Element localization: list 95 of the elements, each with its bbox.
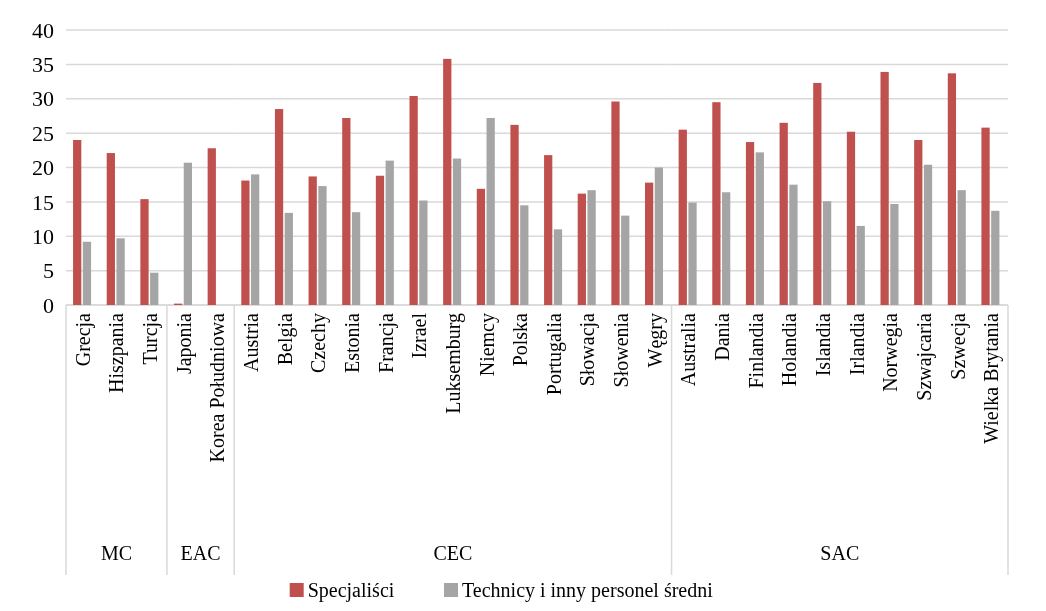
y-tick-label: 40 (32, 17, 54, 43)
y-tick-label: 0 (43, 292, 54, 318)
x-tick-label: Węgry (643, 313, 667, 368)
bar (611, 101, 620, 305)
x-tick-label: Izrael (408, 312, 431, 359)
bar (375, 175, 385, 305)
legend-label: Technicy i inny personel średni (462, 579, 714, 602)
bar (654, 167, 664, 305)
bar (318, 186, 327, 305)
x-tick-label: Polska (509, 312, 532, 367)
x-tick-label: Hiszpania (105, 312, 129, 393)
y-tick-label: 30 (32, 86, 54, 112)
x-tick-label: Islandia (811, 312, 834, 377)
x-tick-label: Luksemburg (441, 313, 465, 414)
x-tick-label: Szwajcaria (912, 312, 936, 401)
bar (688, 202, 697, 305)
x-tick-label: Japonia (172, 312, 196, 375)
x-axis-title: MC (100, 542, 133, 564)
bar (385, 160, 394, 305)
x-axis-title: SAC (820, 542, 860, 564)
bar (587, 190, 596, 305)
x-axis-title: CEC (433, 542, 473, 564)
bar (150, 272, 159, 305)
bar (890, 203, 899, 305)
x-tick-label: Turcja (139, 312, 163, 365)
bar (351, 212, 361, 305)
bar (241, 180, 250, 305)
y-tick-label: 25 (32, 120, 54, 146)
bar (520, 205, 529, 305)
x-tick-label: Dania (711, 312, 734, 361)
bar (678, 129, 687, 305)
bar (140, 199, 149, 305)
bar (846, 131, 856, 305)
y-tick-label: 20 (32, 155, 54, 181)
x-tick-label: Belgia (273, 312, 297, 366)
bar (476, 188, 486, 305)
bar (577, 193, 586, 305)
bar (82, 241, 92, 305)
bar (712, 102, 721, 305)
x-tick-label: Francja (374, 312, 398, 373)
x-tick-label: Szwecja (946, 312, 970, 380)
bar (486, 118, 495, 305)
x-tick-label: Portugalia (542, 312, 566, 396)
bar (947, 73, 957, 305)
bar (957, 190, 966, 305)
x-tick-label: Estonia (340, 312, 363, 373)
x-axis-title: EAC (180, 542, 221, 564)
x-tick-label: Czechy (307, 313, 331, 373)
bar (419, 200, 428, 305)
bar (251, 174, 260, 305)
bar (73, 140, 82, 305)
bar (880, 71, 889, 305)
bar (722, 192, 731, 305)
bar (308, 176, 317, 305)
bar (409, 96, 418, 305)
bar (856, 225, 865, 305)
x-tick-label: Wielka Brytania (980, 312, 1004, 444)
bar (274, 109, 284, 305)
y-tick-label: 5 (43, 258, 54, 284)
bar (544, 155, 553, 305)
x-tick-label: Grecja (71, 312, 95, 367)
y-tick-label: 15 (32, 189, 54, 215)
bar (106, 153, 115, 305)
bar (342, 118, 351, 305)
x-tick-label: Finlandia (744, 312, 767, 389)
legend-label: Specjaliści (307, 579, 395, 602)
bar (510, 124, 519, 305)
bar (284, 212, 293, 305)
x-tick-label: Irlandia (845, 312, 868, 376)
x-tick-label: Austria (240, 312, 263, 372)
bar (745, 142, 755, 305)
bar (452, 158, 462, 305)
bar (923, 164, 933, 305)
bar (644, 182, 654, 305)
bar (822, 201, 832, 305)
bar (789, 184, 798, 305)
x-tick-label: Słowacja (576, 312, 600, 387)
bar (755, 152, 764, 305)
bar (779, 122, 788, 305)
bar (553, 229, 563, 305)
x-tick-label: Australia (677, 312, 700, 387)
bar (981, 127, 990, 305)
bar (813, 82, 822, 305)
bar (116, 238, 125, 305)
x-tick-label: Holandia (778, 312, 801, 387)
x-tick-label: Korea Południowa (206, 312, 229, 463)
x-tick-label: Niemcy (475, 313, 499, 377)
y-tick-label: 10 (32, 223, 54, 249)
x-tick-label: Słowenia (610, 312, 633, 388)
bar (914, 140, 923, 305)
bar (621, 215, 630, 305)
bar (991, 210, 1000, 305)
x-tick-label: Norwegia (879, 312, 903, 392)
bar (443, 58, 452, 305)
y-tick-label: 35 (32, 52, 54, 78)
